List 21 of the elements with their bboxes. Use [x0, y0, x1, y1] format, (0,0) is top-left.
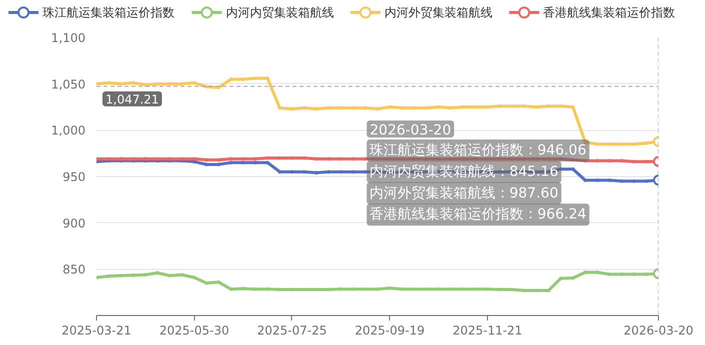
y-tick-label: 900: [62, 216, 86, 230]
legend-label: 内河内贸集装箱航线: [226, 6, 334, 20]
x-tick-label: 2025-11-21: [452, 324, 522, 338]
x-tick-label: 2026-03-20: [624, 324, 694, 338]
annotation: 内河外贸集装箱航线 : 987.60: [370, 185, 558, 202]
y-tick-label: 950: [62, 170, 86, 184]
x-tick-label: 2025-09-19: [354, 324, 425, 338]
y-tick-label: 1,000: [51, 124, 86, 138]
y-tick-label: 1,050: [51, 77, 86, 92]
ref-line-label: 1,047.21: [106, 92, 159, 106]
legend-label: 香港航线集装箱运价指数: [543, 6, 676, 20]
y-tick-label: 850: [62, 262, 86, 277]
legend-label: 内河外贸集装箱航线: [384, 6, 492, 20]
x-tick-label: 2025-07-25: [257, 324, 327, 338]
x-tick-label: 2025-05-30: [159, 324, 230, 338]
legend-label: 珠江航运集装箱运价指数: [42, 6, 174, 20]
annotation: 珠江航运集装箱运价指数 : 946.06: [370, 142, 586, 158]
x-tick-label: 2025-03-21: [62, 324, 132, 338]
y-tick-label: 1,100: [51, 31, 86, 45]
annotation: 香港航线集装箱运价指数 : 966.24: [370, 206, 586, 223]
annotation: 2026-03-20: [370, 122, 452, 139]
